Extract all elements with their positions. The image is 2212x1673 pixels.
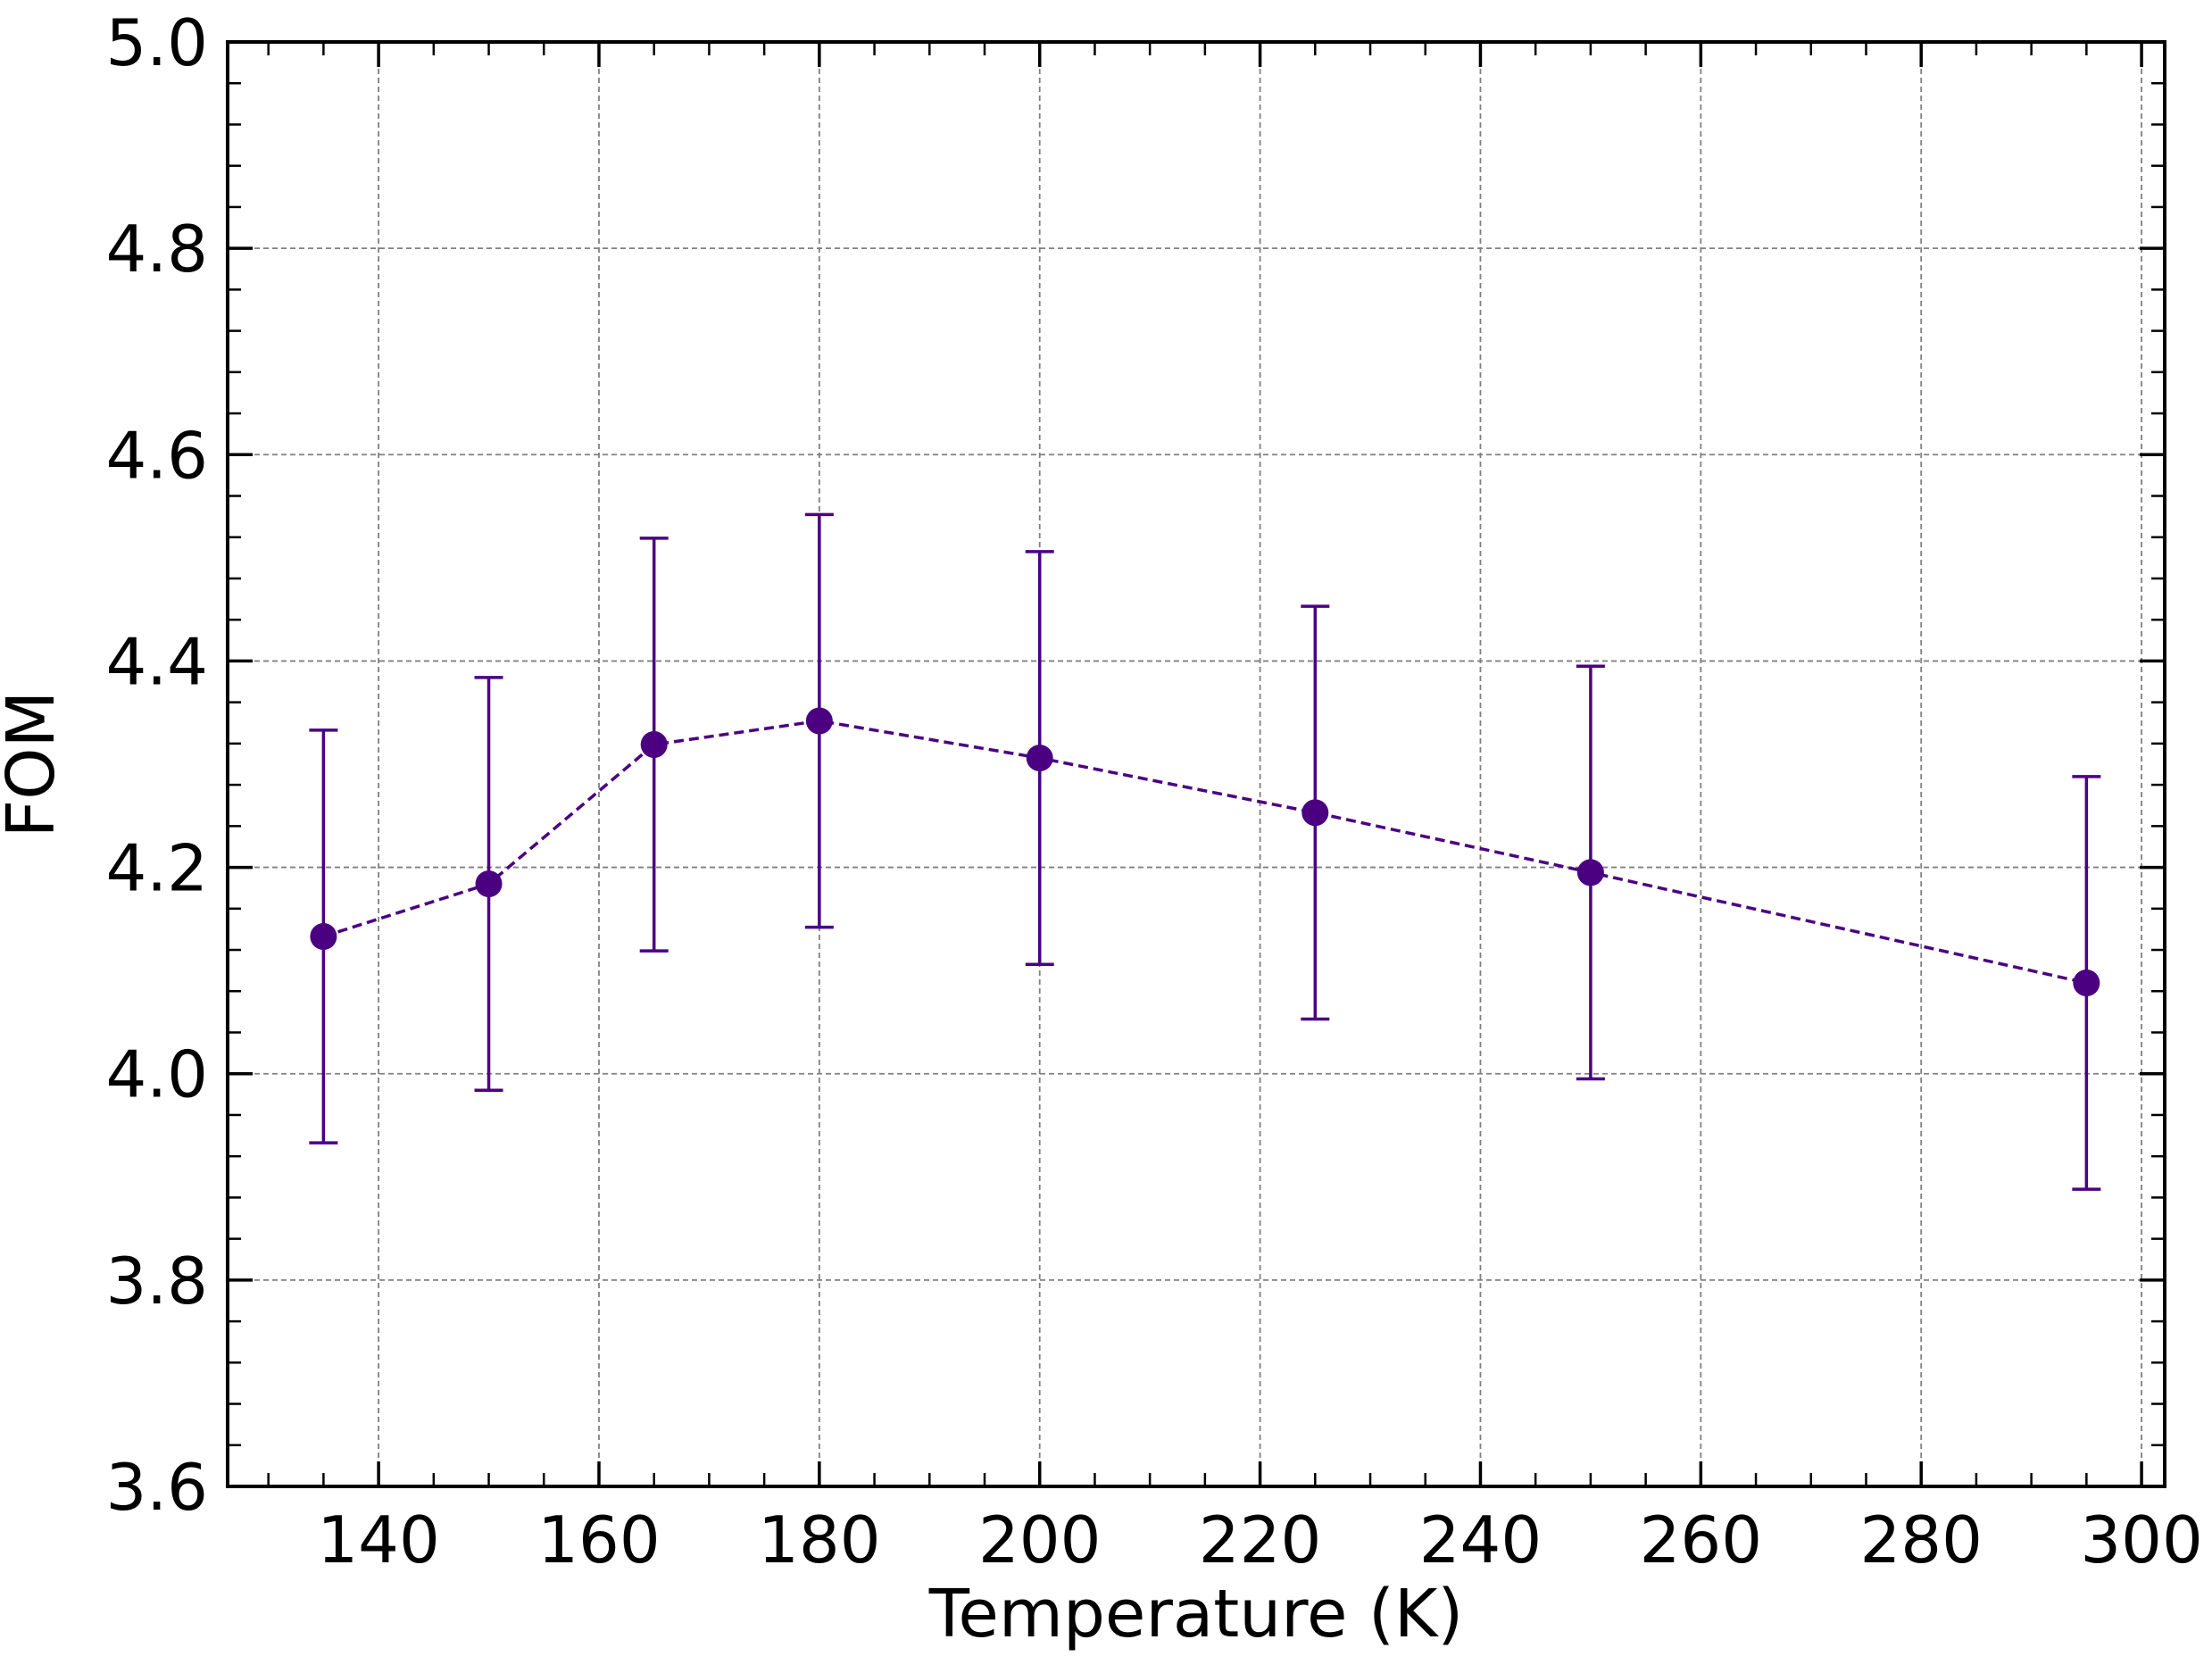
data-point [640,731,668,759]
y-axis-label: FOM [0,691,70,838]
y-tick-label: 4.4 [105,624,208,699]
y-tick-label: 4.8 [105,212,208,287]
data-point [2073,970,2100,997]
data-point [805,707,833,735]
plot-frame [226,40,2166,1488]
x-tick-label: 300 [2080,1502,2202,1577]
y-tick-label: 4.2 [105,831,208,906]
data-point [475,870,503,898]
x-tick-label: 200 [978,1502,1101,1577]
data-point [1576,859,1604,886]
grid-lines [228,42,2165,1486]
x-tick-label: 180 [758,1502,880,1577]
data-point [1301,799,1329,827]
x-tick-label: 280 [1859,1502,1982,1577]
data-series [309,512,2101,1191]
series-line [322,719,2087,985]
x-tick-label: 140 [317,1502,439,1577]
y-tick-label: 4.6 [105,418,208,493]
x-axis-label: Temperature (K) [928,1576,1464,1652]
minor-ticks [228,42,2165,1486]
y-tick-label: 3.8 [105,1244,208,1319]
major-ticks [228,40,2165,1488]
data-point [310,923,337,951]
y-tick-label: 5.0 [105,5,208,80]
y-tick-label: 3.6 [105,1450,208,1525]
x-tick-label: 220 [1199,1502,1321,1577]
y-tick-label: 4.0 [105,1037,208,1112]
x-tick-label: 160 [537,1502,660,1577]
x-tick-label: 240 [1419,1502,1542,1577]
x-tick-label: 260 [1640,1502,1762,1577]
y-tick-labels: 3.6 3.8 4.0 4.2 4.4 4.6 4.8 5.0 [105,5,208,1525]
x-tick-labels: 140 160 180 200 220 240 260 280 300 [317,1502,2202,1577]
data-point [1026,745,1053,772]
